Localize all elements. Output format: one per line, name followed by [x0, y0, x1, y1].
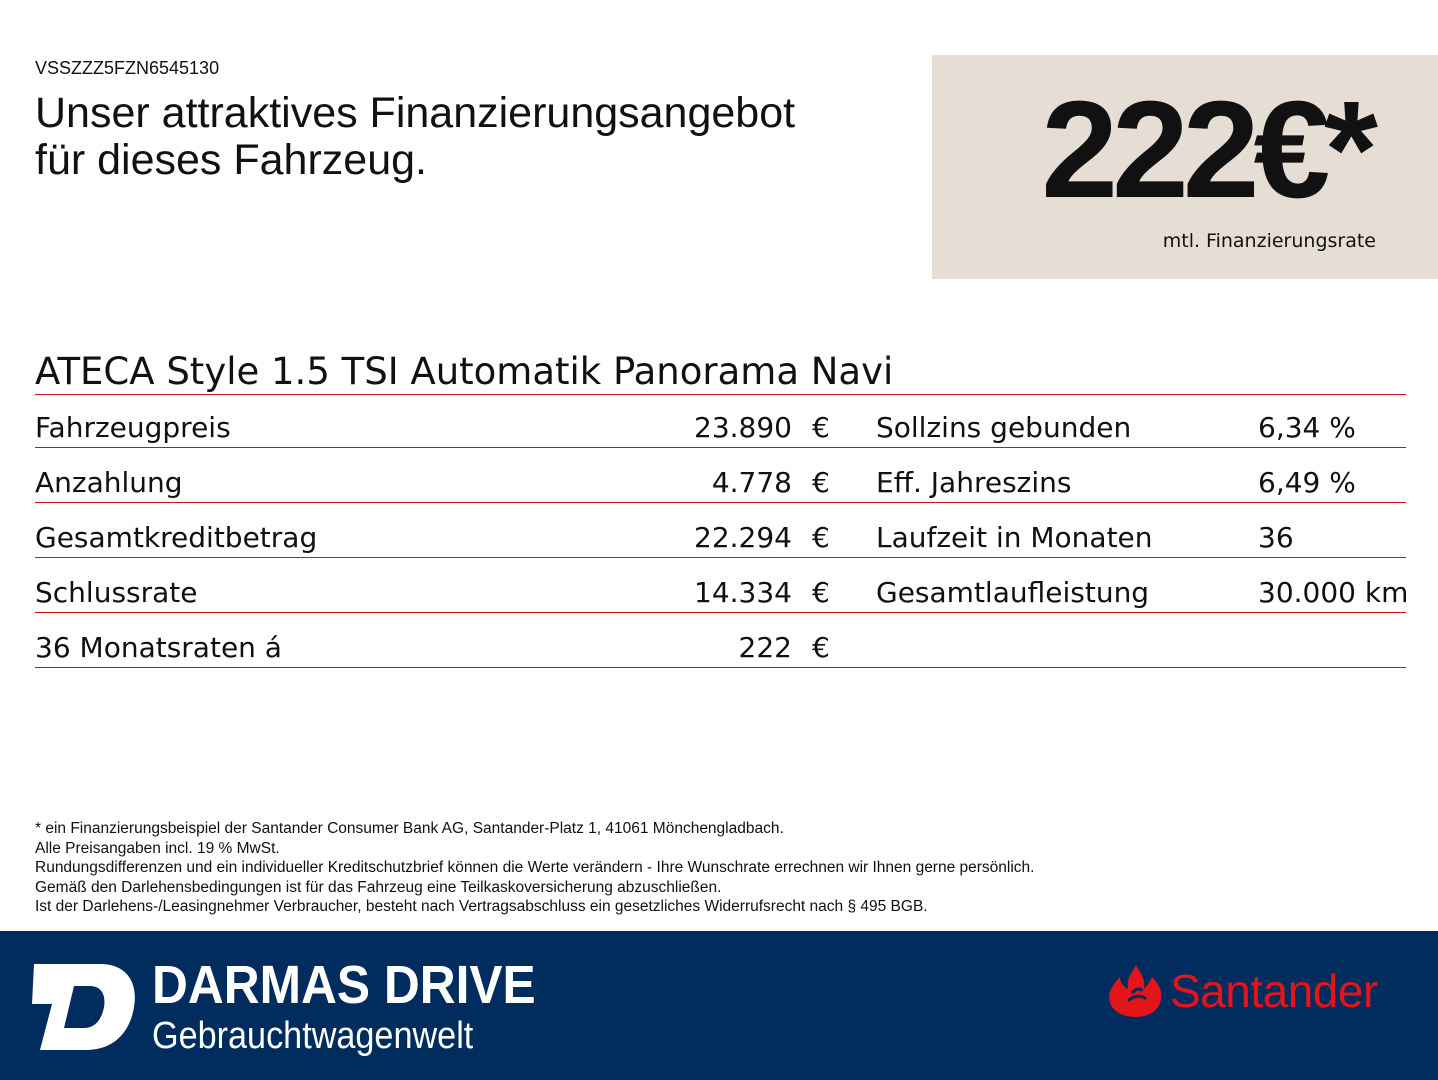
santander-flame-icon — [1109, 965, 1162, 1017]
vin: VSSZZZ5FZN6545130 — [35, 58, 220, 78]
row-value-2: 36 — [1258, 521, 1294, 554]
row-currency: € — [812, 411, 830, 444]
finance-row: Anzahlung 4.778 € Eff. Jahreszins 6,49 % — [35, 448, 1406, 503]
footnotes: * ein Finanzierungsbeispiel der Santande… — [35, 819, 1034, 917]
row-value: 222 — [738, 631, 792, 664]
finance-row: 36 Monatsraten á 222 € — [35, 613, 1406, 668]
row-value: 22.294 — [694, 521, 792, 554]
headline-line-1: Unser attraktives Finanzierungsangebot — [35, 89, 796, 137]
row-value: 14.334 — [694, 576, 792, 609]
row-label: Fahrzeugpreis — [35, 411, 231, 444]
monthly-price: 222€* — [1041, 73, 1378, 227]
finance-row: Schlussrate 14.334 € Gesamtlaufleistung 30.0… — [35, 558, 1409, 613]
footnote: Rundungsdifferenzen und ein individuelle… — [35, 859, 1035, 876]
footnote: Ist der Darlehens-/Leasingnehmer Verbrau… — [35, 898, 928, 915]
footer-banner: DARMAS DRIVE Gebrauchtwagenwelt Santande… — [0, 931, 1438, 1080]
row-value-2: 30.000 km — [1258, 576, 1409, 609]
row-label-2: Gesamtlaufleistung — [876, 576, 1150, 609]
santander-logo: Santander — [1106, 963, 1378, 1019]
footnote: Gemäß den Darlehensbedingungen ist für d… — [35, 878, 722, 896]
price-box: 222€* mtl. Finanzierungsrate — [932, 55, 1438, 279]
row-label: Schlussrate — [35, 576, 198, 609]
row-label-2: Eff. Jahreszins — [876, 466, 1072, 499]
row-currency: € — [812, 466, 830, 499]
row-currency: € — [812, 631, 830, 664]
row-currency: € — [812, 521, 830, 554]
row-label-2: Sollzins gebunden — [876, 411, 1132, 444]
brand-subtitle: Gebrauchtwagenwelt — [152, 1015, 474, 1057]
row-value-2: 6,49 % — [1258, 466, 1356, 499]
brand-name: DARMAS DRIVE — [152, 955, 536, 1015]
row-value: 4.778 — [711, 466, 792, 499]
row-value-2: 6,34 % — [1258, 411, 1356, 444]
model-title: ATECA Style 1.5 TSI Automatik Panorama N… — [35, 350, 1406, 395]
footnote: Alle Preisangaben incl. 19 % MwSt. — [35, 839, 280, 857]
row-label: 36 Monatsraten á — [35, 631, 282, 664]
row-label-2: Laufzeit in Monaten — [876, 521, 1153, 554]
row-value: 23.890 — [694, 411, 792, 444]
row-currency: € — [812, 576, 830, 609]
row-label: Gesamtkreditbetrag — [35, 521, 318, 554]
finance-row: Fahrzeugpreis 23.890 € Sollzins gebunden 6,3… — [35, 393, 1406, 448]
footnote: * ein Finanzierungsbeispiel der Santande… — [35, 820, 784, 837]
headline: Unser attraktives Finanzierungsangebot f… — [35, 90, 915, 184]
darmas-d-logo-icon — [32, 964, 135, 1050]
row-label: Anzahlung — [35, 466, 183, 499]
finance-row: Gesamtkreditbetrag 22.294 € Laufzeit in Mon… — [35, 503, 1406, 558]
headline-line-2: für dieses Fahrzeug. — [35, 136, 427, 184]
santander-wordmark: Santander — [1170, 965, 1378, 1017]
monthly-rate-label: mtl. Finanzierungsrate — [1162, 230, 1376, 252]
